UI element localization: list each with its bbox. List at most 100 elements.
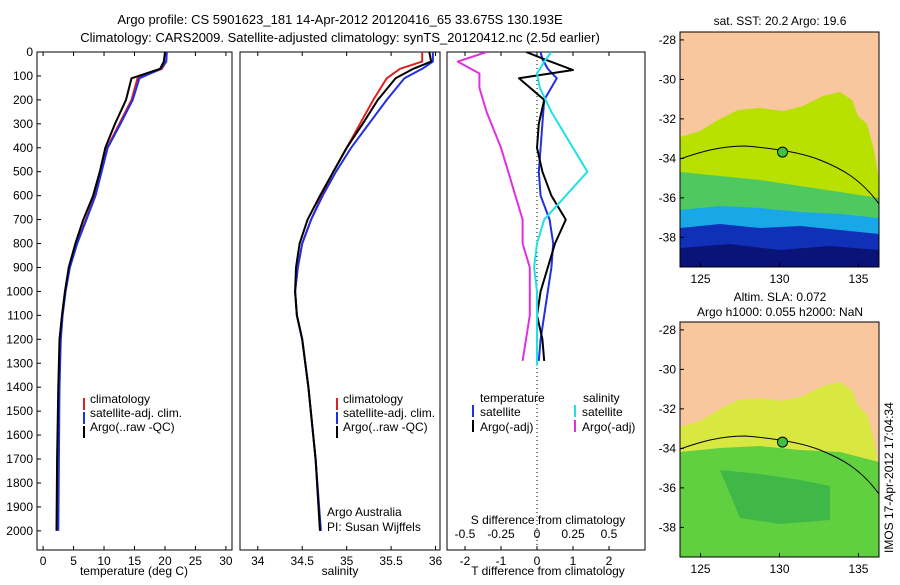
y-tick-label: 1200 bbox=[6, 332, 33, 346]
legend-header-salinity: salinity bbox=[583, 391, 620, 405]
map-y-tick-label: -34 bbox=[659, 151, 677, 165]
sst-map-image bbox=[680, 32, 879, 267]
s-tick-label: -0.25 bbox=[487, 527, 515, 541]
legend-label-satellite: satellite-adj. clim. bbox=[90, 406, 182, 420]
x-tick-label: 0 bbox=[40, 554, 47, 568]
legend-label-argo: Argo(..raw -QC) bbox=[90, 420, 175, 434]
x-tick-label: 20 bbox=[158, 554, 172, 568]
x-tick-label: 35 bbox=[340, 554, 354, 568]
legend-label-t-satellite: satellite bbox=[480, 405, 521, 419]
y-tick-label: 300 bbox=[13, 117, 33, 131]
map-y-tick-label: -30 bbox=[659, 72, 677, 86]
legend-header-temperature: temperature bbox=[480, 391, 545, 405]
map-y-tick-label: -38 bbox=[659, 520, 677, 534]
salinity-axes-box bbox=[239, 51, 441, 551]
y-tick-label: 0 bbox=[26, 45, 33, 59]
y-tick-label: 1700 bbox=[6, 452, 33, 466]
salinity-xlabel: salinity bbox=[322, 564, 359, 578]
map-x-tick-label: 125 bbox=[691, 562, 711, 576]
temperature-axes-box bbox=[36, 51, 233, 551]
temperature-x-axis: 0 5 10 15 20 25 30 bbox=[40, 52, 233, 568]
x-tick-label: 25 bbox=[189, 554, 203, 568]
map-y-tick-label: -38 bbox=[659, 230, 677, 244]
y-tick-label: 1300 bbox=[6, 356, 33, 370]
legend-label-argo: Argo(..raw -QC) bbox=[343, 420, 428, 434]
legend-label-climatology: climatology bbox=[343, 392, 403, 406]
x-tick-label: -1 bbox=[496, 554, 507, 568]
profile-line bbox=[57, 52, 168, 531]
y-tick-label: 1900 bbox=[6, 500, 33, 514]
s-difference-xlabel: S difference from climatology bbox=[471, 513, 626, 527]
temperature-panel: 0100200300400500600700800900100011001200… bbox=[6, 45, 233, 578]
profile-line bbox=[518, 52, 574, 361]
y-tick-label: 1000 bbox=[6, 284, 33, 298]
depth-axis: 0 100 200 300 400 500 600 700 800 900 1000 1100 1200… bbox=[6, 45, 41, 538]
sst-map: sat. SST: 20.2 Argo: 19.6 125 130 135 -28 -3… bbox=[659, 14, 880, 286]
y-tick-label: 1500 bbox=[6, 404, 33, 418]
temperature-xlabel: temperature (deg C) bbox=[80, 564, 188, 578]
y-tick-label: 800 bbox=[13, 237, 33, 251]
pi-note: PI: Susan Wijffels bbox=[327, 520, 421, 534]
sla-map-title-line2: Argo h1000: 0.055 h2000: NaN bbox=[697, 305, 863, 319]
y-tick-label: 1100 bbox=[7, 308, 33, 322]
difference-panel: -2 -1 0 1 2 -0.5 -0.25 0 0.25 0.5 T difference f… bbox=[446, 51, 646, 578]
y-tick-label: 400 bbox=[13, 141, 33, 155]
salinity-panel: 34 34.5 35 35.5 36 salinity climatology sate… bbox=[239, 51, 443, 578]
x-tick-label: 15 bbox=[128, 554, 142, 568]
y-tick-label: 2000 bbox=[6, 524, 33, 538]
y-tick-label: 1800 bbox=[6, 476, 33, 490]
difference-legend: temperature satellite Argo(-adj) salinit… bbox=[472, 391, 635, 434]
temperature-lines bbox=[55, 52, 168, 531]
x-tick-label: 36 bbox=[429, 554, 443, 568]
y-tick-label: 200 bbox=[13, 93, 33, 107]
map-y-tick-label: -32 bbox=[659, 402, 677, 416]
map-x-tick-label: 130 bbox=[769, 272, 789, 286]
y-tick-label: 500 bbox=[13, 165, 33, 179]
sst-map-axes: 125 130 135 -28 -30 -32 -34 -36 -38 bbox=[659, 33, 869, 286]
y-tick-label: 600 bbox=[13, 189, 33, 203]
x-tick-label: 10 bbox=[97, 554, 111, 568]
x-tick-label: 2 bbox=[606, 554, 613, 568]
salinity-legend: climatology satellite-adj. clim. Argo(..… bbox=[336, 392, 435, 438]
sla-map-title-line1: Altim. SLA: 0.072 bbox=[734, 290, 827, 304]
x-tick-label: 35.5 bbox=[379, 554, 403, 568]
map-y-tick-label: -36 bbox=[659, 191, 677, 205]
legend-label-satellite: satellite-adj. clim. bbox=[343, 406, 435, 420]
x-tick-label: 34.5 bbox=[291, 554, 315, 568]
s-tick-label: 0.5 bbox=[601, 527, 618, 541]
x-tick-label: 5 bbox=[70, 554, 77, 568]
map-x-tick-label: 135 bbox=[848, 562, 868, 576]
y-tick-label: 1600 bbox=[6, 428, 33, 442]
sla-map-image bbox=[680, 322, 879, 557]
map-y-tick-label: -32 bbox=[659, 112, 677, 126]
profile-line bbox=[456, 52, 531, 362]
figure-title-line1: Argo profile: CS 5901623_181 14-Apr-2012… bbox=[117, 12, 563, 27]
legend-label-s-satellite: satellite bbox=[582, 405, 623, 419]
map-x-tick-label: 135 bbox=[848, 272, 868, 286]
legend-label-climatology: climatology bbox=[90, 392, 150, 406]
sst-map-title: sat. SST: 20.2 Argo: 19.6 bbox=[714, 14, 847, 28]
s-tick-label: 0.25 bbox=[561, 527, 585, 541]
salinity-lines bbox=[294, 52, 434, 531]
legend-label-s-argo: Argo(-adj) bbox=[582, 420, 635, 434]
y-tick-label: 700 bbox=[13, 213, 33, 227]
t-difference-xlabel: T difference from climatology bbox=[471, 564, 625, 578]
s-tick-label: -0.5 bbox=[455, 527, 476, 541]
sst-field-coldest bbox=[680, 244, 879, 267]
x-tick-label: 1 bbox=[570, 554, 577, 568]
difference-lines bbox=[456, 52, 589, 366]
map-y-tick-label: -34 bbox=[659, 441, 677, 455]
map-x-tick-label: 125 bbox=[691, 272, 711, 286]
salinity-x-axis: 34 34.5 35 35.5 36 bbox=[251, 52, 443, 568]
x-tick-label: 34 bbox=[251, 554, 265, 568]
y-tick-label: 1400 bbox=[6, 380, 33, 394]
x-tick-label: 0 bbox=[534, 554, 541, 568]
profile-line bbox=[294, 52, 433, 531]
argo-float-marker bbox=[777, 436, 789, 448]
map-y-tick-label: -28 bbox=[659, 33, 677, 47]
map-y-tick-label: -28 bbox=[659, 323, 677, 337]
sla-map-axes: 125 130 135 -28 -30 -32 -34 -36 -38 bbox=[659, 323, 869, 576]
temperature-legend: climatology satellite-adj. clim. Argo(..… bbox=[83, 392, 182, 438]
